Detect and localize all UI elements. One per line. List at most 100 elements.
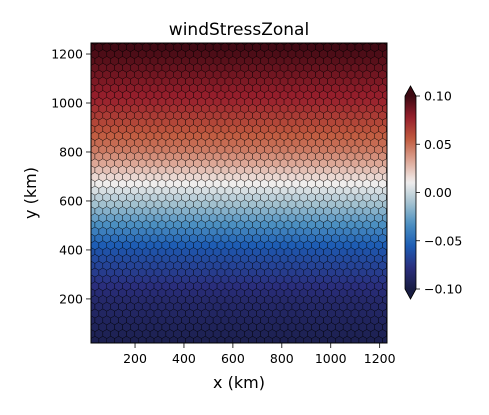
hex-cell xyxy=(98,342,100,343)
hex-cell xyxy=(106,342,108,343)
x-axis-label: x (km) xyxy=(213,373,265,392)
colorbar-ticks: −0.10 −0.05 0.00 0.05 0.10 xyxy=(416,89,462,297)
hex-cell xyxy=(91,342,92,343)
colorbar-extend-min xyxy=(405,289,416,299)
hex-cell xyxy=(91,174,92,180)
hex-cell xyxy=(386,208,387,214)
hex-cell xyxy=(386,194,387,201)
hex-cell xyxy=(91,310,92,316)
hex-cell xyxy=(79,329,87,338)
hex-cell xyxy=(98,43,107,46)
hex-cell xyxy=(390,131,398,140)
hex-cell xyxy=(91,283,92,289)
hex-cell xyxy=(390,213,398,222)
hex-cell xyxy=(386,303,387,310)
hex-cell xyxy=(386,249,387,255)
y-axis: 200 400 600 800 1000 1200 xyxy=(51,47,91,306)
hex-cell xyxy=(216,342,218,343)
colorbar: −0.10 −0.05 0.00 0.05 0.10 xyxy=(404,85,462,300)
x-tick-label: 600 xyxy=(221,351,245,366)
y-tick-label: 1000 xyxy=(51,96,83,111)
hex-cell xyxy=(390,104,398,113)
hex-cell xyxy=(386,290,387,296)
hex-cell xyxy=(91,228,92,235)
hex-cell xyxy=(390,90,398,99)
hex-cell xyxy=(154,43,162,46)
hex-cell xyxy=(83,36,91,45)
hex-cell xyxy=(79,179,87,188)
hex-cell xyxy=(390,268,398,277)
hex-cell xyxy=(390,50,398,59)
hex-cell xyxy=(386,139,387,146)
y-tick-label: 800 xyxy=(59,144,83,159)
hex-cell xyxy=(327,43,336,46)
hex-cell xyxy=(91,119,92,125)
x-tick-label: 1200 xyxy=(364,351,396,366)
hex-cell xyxy=(386,317,387,324)
hex-cell xyxy=(335,43,344,46)
colorbar-tick-label: 0.05 xyxy=(424,137,452,152)
hex-cell xyxy=(79,275,87,284)
y-tick-label: 1200 xyxy=(51,47,83,62)
hex-cell xyxy=(390,118,398,127)
hex-cell xyxy=(91,269,92,276)
y-tick-label: 400 xyxy=(59,242,83,257)
hex-cell xyxy=(200,342,202,343)
hex-mesh xyxy=(79,36,398,352)
colorbar-tick-label: 0.10 xyxy=(424,89,452,104)
hex-cell xyxy=(390,282,398,291)
hex-cell xyxy=(91,92,92,98)
hex-cell xyxy=(390,227,398,236)
hex-cell xyxy=(130,43,139,46)
colorbar-tick-label: −0.05 xyxy=(424,233,462,248)
hex-cell xyxy=(91,338,92,343)
hex-cell xyxy=(366,43,375,46)
hex-cell xyxy=(390,295,398,304)
hex-cell xyxy=(91,188,92,194)
hex-cell xyxy=(208,342,210,343)
hex-cell xyxy=(256,342,257,343)
hex-cell xyxy=(91,106,92,112)
hex-cell xyxy=(79,166,87,175)
hex-cell xyxy=(390,77,398,86)
hex-cell xyxy=(114,43,123,46)
hex-cell xyxy=(386,180,387,187)
hex-cell xyxy=(91,215,92,221)
hex-cell xyxy=(303,342,305,343)
hex-cell xyxy=(386,262,387,269)
hex-cell xyxy=(390,159,398,168)
hex-cell xyxy=(386,99,387,105)
hex-cell xyxy=(91,160,92,166)
hex-cell xyxy=(390,241,398,250)
y-axis-label: y (km) xyxy=(21,167,40,219)
hex-cell xyxy=(79,84,87,93)
hex-cell xyxy=(79,111,87,120)
hex-cell xyxy=(386,276,387,283)
hex-cell xyxy=(146,43,154,46)
hex-cell xyxy=(79,343,87,352)
hex-cell xyxy=(390,336,398,345)
hex-cell xyxy=(390,323,398,332)
hex-cell xyxy=(351,43,359,46)
hex-cell xyxy=(390,145,398,154)
hex-cell xyxy=(386,85,387,92)
hex-cell xyxy=(91,324,92,330)
hex-cell xyxy=(390,63,398,72)
hex-cell xyxy=(386,167,387,173)
x-tick-label: 1000 xyxy=(315,351,347,366)
hex-cell xyxy=(386,71,387,78)
hex-cell xyxy=(263,342,265,343)
colorbar-tick-label: −0.10 xyxy=(424,282,462,297)
x-tick-label: 800 xyxy=(270,351,294,366)
hex-cell xyxy=(390,309,398,318)
hex-cell xyxy=(79,125,87,134)
hex-cell xyxy=(91,256,92,262)
hex-cell xyxy=(386,112,387,119)
plot-area xyxy=(79,36,398,352)
chart-title: windStressZonal xyxy=(169,20,309,40)
y-tick-label: 600 xyxy=(59,193,83,208)
hex-cell xyxy=(386,126,387,132)
x-tick-label: 400 xyxy=(172,351,196,366)
hex-cell xyxy=(114,342,116,343)
